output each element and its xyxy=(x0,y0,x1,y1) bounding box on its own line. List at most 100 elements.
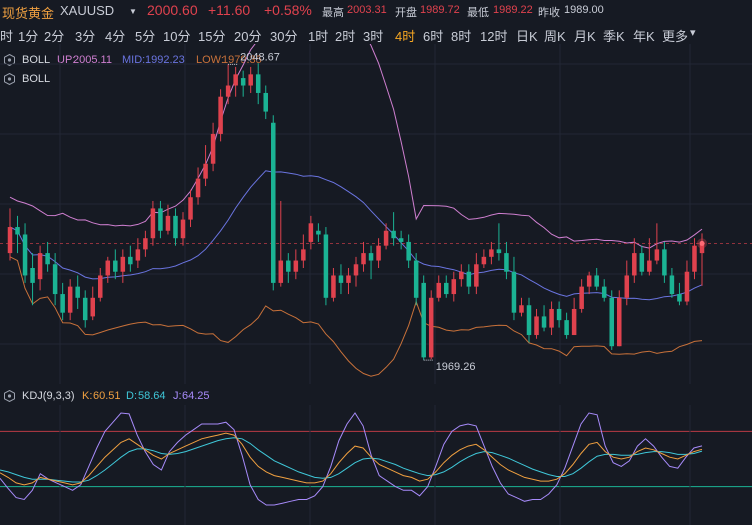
candlestick-chart[interactable]: 2048.67 1969.26 xyxy=(0,44,752,384)
annotation-high: 2048.67 xyxy=(240,51,280,63)
timeframe-5分[interactable]: 5分 xyxy=(135,29,156,44)
candle-body xyxy=(699,243,705,254)
candle-body xyxy=(180,219,186,239)
candle-body xyxy=(37,253,43,280)
kdj-d-label: D: xyxy=(126,390,137,402)
low-value: 1989.22 xyxy=(493,4,533,16)
boll-up-value: 2005.11 xyxy=(73,54,112,66)
candle-body xyxy=(316,230,321,235)
timeframe-20分[interactable]: 20分 xyxy=(234,29,262,44)
candle-body xyxy=(271,122,276,283)
candle-body xyxy=(444,282,449,295)
boll-low-label: LOW: xyxy=(196,54,224,66)
candle-body xyxy=(30,268,35,283)
candle-body xyxy=(669,275,675,295)
candle-body xyxy=(98,275,103,298)
candle-body xyxy=(579,286,584,309)
low-label: 最低 xyxy=(467,7,489,19)
candle-body xyxy=(135,249,141,261)
kdj-d-value: 58.64 xyxy=(138,390,166,402)
candle-body xyxy=(662,249,667,276)
more-dropdown-icon[interactable]: ▾ xyxy=(690,27,696,39)
timeframe-6时[interactable]: 6时 xyxy=(423,29,444,44)
candle-body xyxy=(173,215,178,239)
timeframe-1分[interactable]: 1分 xyxy=(18,29,39,44)
price-change: +11.60 xyxy=(208,2,251,18)
timeframe-3分[interactable]: 3分 xyxy=(75,29,96,44)
candle-body xyxy=(496,249,502,254)
kdj-d-line xyxy=(0,437,703,483)
timeframe-3时[interactable]: 3时 xyxy=(363,29,384,44)
candle-body xyxy=(278,260,284,283)
candle-body xyxy=(549,308,554,328)
annotation-low: 1969.26 xyxy=(436,361,476,373)
prev-close-value: 1989.00 xyxy=(564,4,604,16)
candle-body xyxy=(368,253,374,261)
candle-body xyxy=(398,238,404,242)
candle-body xyxy=(120,256,126,272)
timeframe-2时[interactable]: 2时 xyxy=(335,29,356,44)
candle-body xyxy=(45,253,50,265)
candle-body xyxy=(240,78,246,86)
candle-body xyxy=(82,297,88,321)
candle-body xyxy=(534,316,539,336)
candle-body xyxy=(632,253,637,276)
boll-title-2: BOLL xyxy=(22,73,51,85)
timeframe-日K[interactable]: 日K xyxy=(516,29,538,44)
dropdown-triangle-icon[interactable]: ▼ xyxy=(129,7,137,16)
candle-body xyxy=(225,85,231,97)
candle-body xyxy=(308,223,314,242)
boll-mid-line xyxy=(9,170,703,301)
boll-legend: BOLL UP: 2005.11 MID: 1992.23 LOW: 1979.… xyxy=(0,54,400,68)
candle-body xyxy=(113,260,118,272)
candle-body xyxy=(481,256,487,265)
timeframe-4时[interactable]: 4时 xyxy=(395,29,416,44)
candle-body xyxy=(210,133,216,164)
candle-body xyxy=(564,320,569,336)
timeframe-8时[interactable]: 8时 xyxy=(451,29,472,44)
timeframe-周K[interactable]: 周K xyxy=(544,29,566,44)
timeframe-季K[interactable]: 季K xyxy=(603,29,625,44)
candle-body xyxy=(406,241,411,261)
candle-body xyxy=(195,178,201,198)
candle-body xyxy=(60,294,65,313)
candle-body xyxy=(609,297,614,347)
settings-hex-icon[interactable] xyxy=(4,73,15,85)
timeframe-2分[interactable]: 2分 xyxy=(44,29,65,44)
timeframe-月K[interactable]: 月K xyxy=(574,29,596,44)
timeframe-更多[interactable]: 更多 xyxy=(662,29,689,44)
timeframe-30分[interactable]: 30分 xyxy=(270,29,298,44)
timeframe-年K[interactable]: 年K xyxy=(633,29,655,44)
candle-body xyxy=(413,260,419,298)
timeframe-4分[interactable]: 4分 xyxy=(105,29,126,44)
candle-body xyxy=(421,282,426,358)
candle-body xyxy=(511,271,517,313)
settings-hex-icon[interactable] xyxy=(4,54,15,66)
candle-body xyxy=(353,264,359,276)
candle-body xyxy=(647,260,652,272)
kdj-chart[interactable] xyxy=(0,385,752,525)
candle-body xyxy=(383,230,389,246)
candle-body xyxy=(15,227,20,235)
candle-body xyxy=(489,249,494,257)
candle-body xyxy=(459,271,464,280)
boll-up-line xyxy=(9,44,703,249)
timeframe-bar: 时 1分 2分 3分 4分 5分 10分 15分 20分 30分 1时 2时 3时 4时 6时 8时 12时 日K… xyxy=(0,22,752,44)
settings-hex-icon[interactable] xyxy=(4,390,15,402)
candle-body xyxy=(474,264,479,287)
timeframe-12时[interactable]: 12时 xyxy=(480,29,508,44)
timeframe-15分[interactable]: 15分 xyxy=(198,29,226,44)
kdj-legend: KDJ(9,3,3) K: 60.51 D: 58.64 J: 64.25 xyxy=(0,390,400,404)
timeframe-时[interactable]: 时 xyxy=(0,29,14,44)
timeframe-1时[interactable]: 1时 xyxy=(308,29,329,44)
candle-body xyxy=(654,249,660,261)
kdj-j-label: J: xyxy=(173,390,182,402)
kdj-j-value: 64.25 xyxy=(182,390,210,402)
candle-body xyxy=(301,249,306,261)
candle-body xyxy=(22,234,28,276)
candle-body xyxy=(263,92,268,112)
candle-body xyxy=(361,253,366,265)
timeframe-10分[interactable]: 10分 xyxy=(163,29,191,44)
candle-body xyxy=(684,271,690,302)
instrument-name: 现货黄金 xyxy=(2,6,55,21)
